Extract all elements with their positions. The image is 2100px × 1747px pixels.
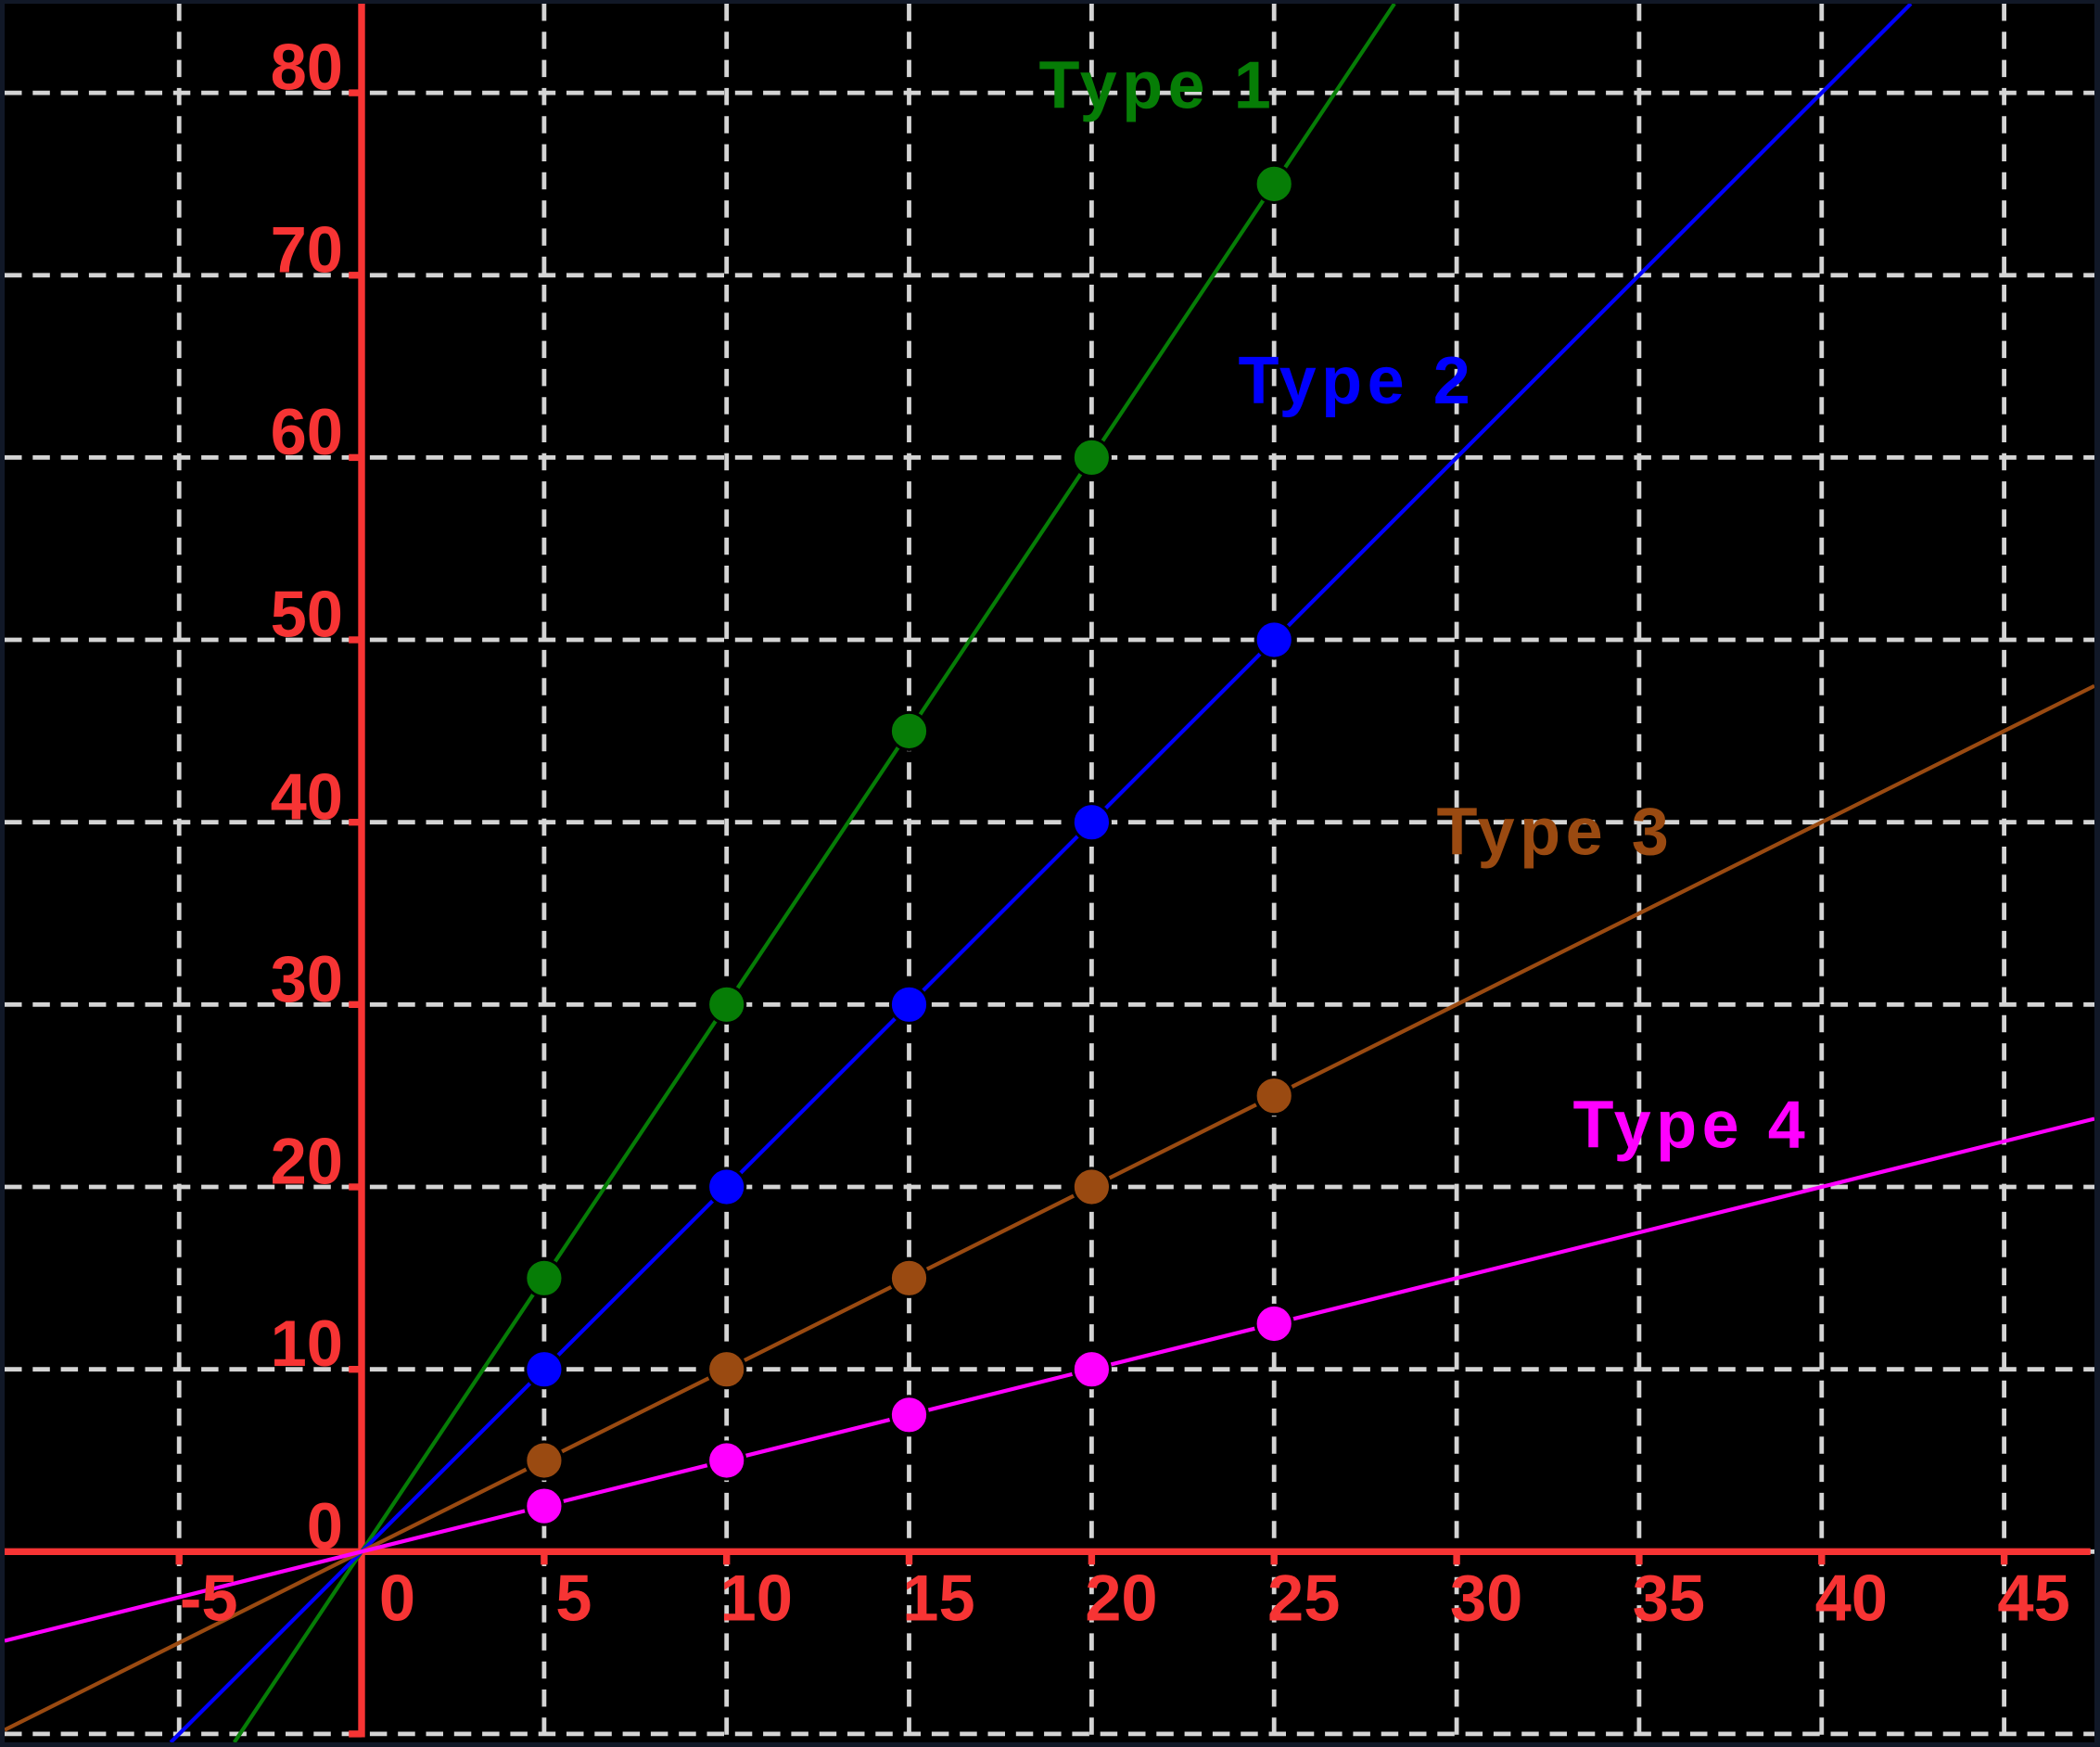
svg-text:5: 5 xyxy=(555,1562,592,1635)
svg-text:15: 15 xyxy=(902,1562,974,1635)
svg-text:35: 35 xyxy=(1633,1562,1705,1635)
svg-text:45: 45 xyxy=(1997,1562,2069,1635)
svg-text:Type 4: Type 4 xyxy=(1573,1088,1811,1162)
svg-text:50: 50 xyxy=(271,578,343,651)
svg-text:Type 2: Type 2 xyxy=(1239,344,1476,418)
svg-text:30: 30 xyxy=(271,942,343,1015)
svg-text:40: 40 xyxy=(271,759,343,833)
svg-text:Type 1: Type 1 xyxy=(1039,48,1277,122)
svg-text:10: 10 xyxy=(719,1562,792,1635)
svg-text:80: 80 xyxy=(271,31,343,104)
svg-text:25: 25 xyxy=(1267,1562,1340,1635)
svg-text:0: 0 xyxy=(307,1489,343,1562)
svg-text:60: 60 xyxy=(271,395,343,468)
svg-text:30: 30 xyxy=(1450,1562,1522,1635)
svg-text:Type 3: Type 3 xyxy=(1437,796,1674,870)
svg-text:-5: -5 xyxy=(180,1562,238,1635)
svg-text:40: 40 xyxy=(1815,1562,1888,1635)
svg-text:10: 10 xyxy=(271,1307,343,1380)
svg-text:20: 20 xyxy=(271,1125,343,1198)
svg-text:70: 70 xyxy=(271,212,343,286)
svg-text:0: 0 xyxy=(379,1562,415,1635)
svg-text:20: 20 xyxy=(1085,1562,1157,1635)
